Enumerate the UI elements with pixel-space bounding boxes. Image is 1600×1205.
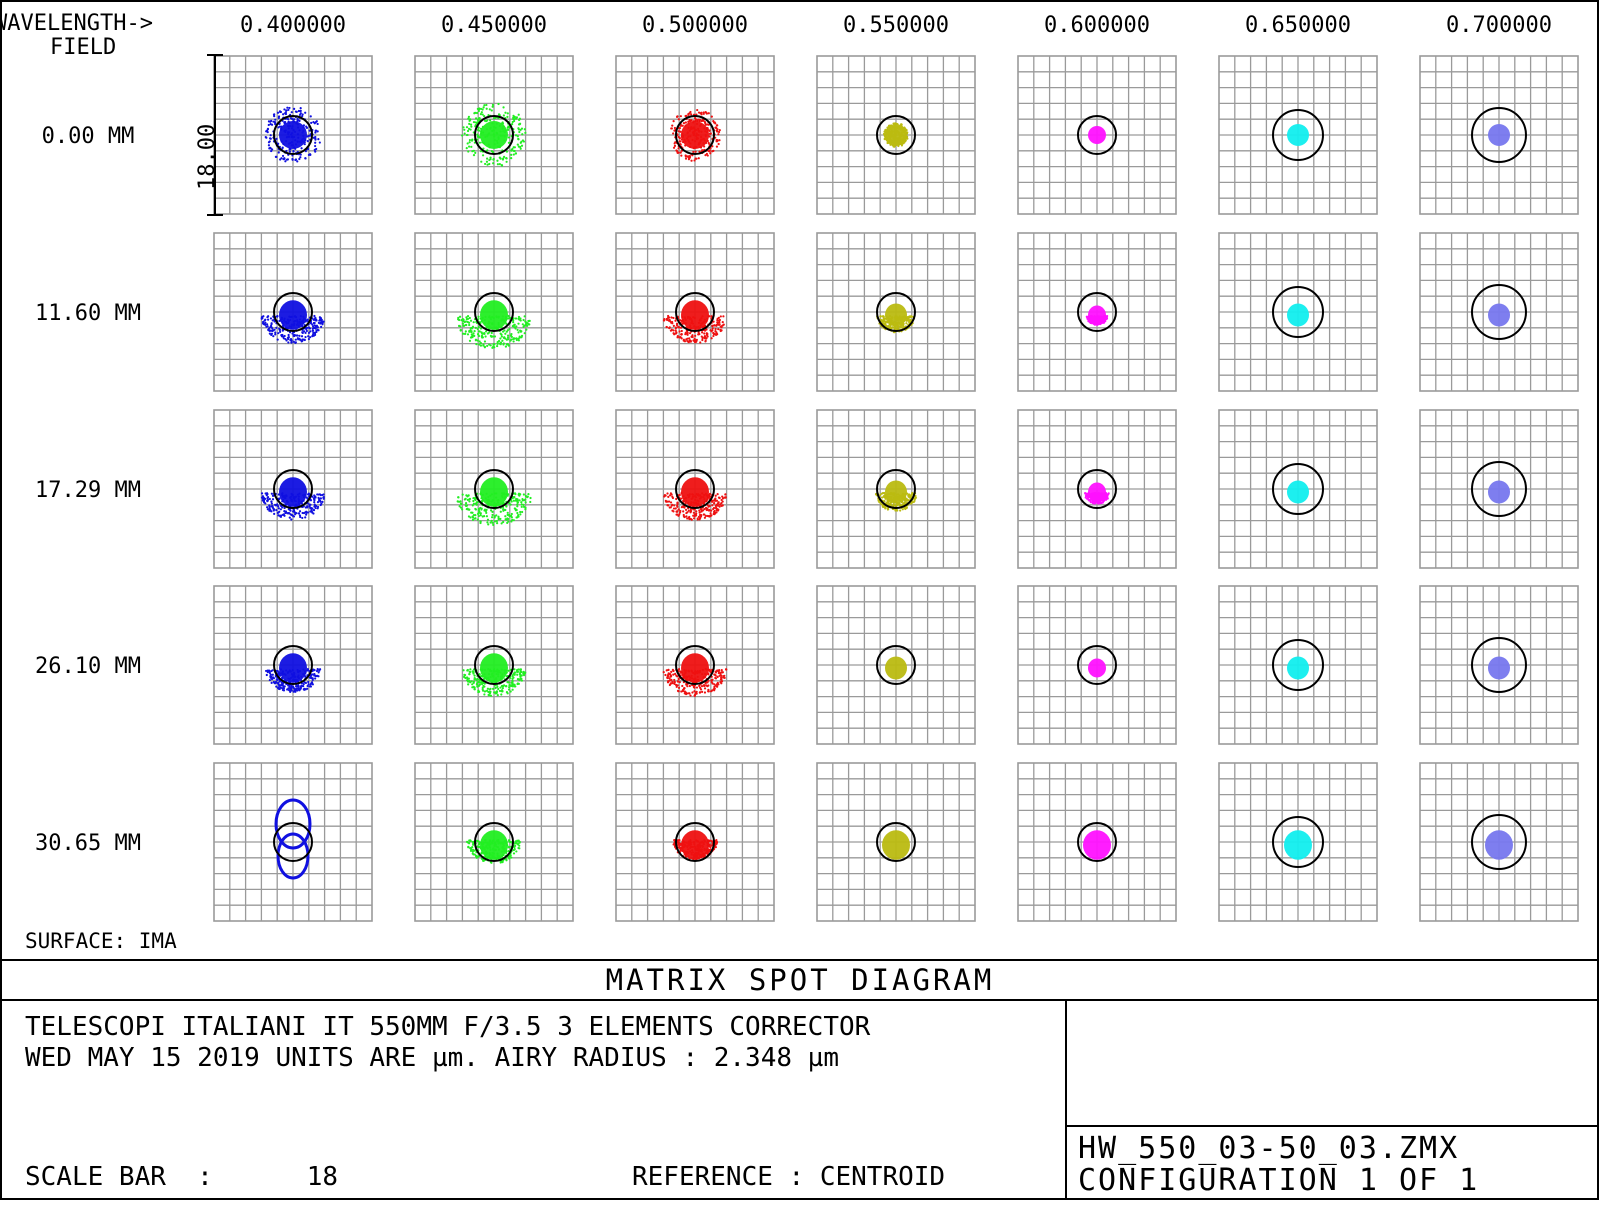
spot-cell xyxy=(1018,233,1176,391)
surface-label: SURFACE: IMA xyxy=(25,929,177,953)
spot-cell xyxy=(1219,410,1377,568)
spot-cell xyxy=(616,763,774,921)
spot-cells xyxy=(214,56,1578,921)
wavelength-label: 0.600000 xyxy=(1044,13,1150,38)
spot-cell xyxy=(214,410,372,568)
wavelength-label: 0.650000 xyxy=(1245,13,1351,38)
spot-cell xyxy=(1018,410,1176,568)
wavelength-header-label: WAVELENGTH-> xyxy=(0,11,153,36)
spot-cell xyxy=(616,586,774,744)
field-label: 17.29 MM xyxy=(35,478,141,503)
info-line-1: TELESCOPI ITALIANI IT 550MM F/3.5 3 ELEM… xyxy=(25,1012,871,1042)
field-label: 11.60 MM xyxy=(35,301,141,326)
spot-cell xyxy=(817,233,975,391)
field-row-labels: 0.00 MM 11.60 MM 17.29 MM 26.10 MM 30.65 MM xyxy=(35,124,141,856)
scale-bar-label: 18.00 xyxy=(195,124,220,190)
spot-cell xyxy=(415,410,573,568)
field-label: 0.00 MM xyxy=(42,124,135,149)
spot-cell xyxy=(1420,763,1578,921)
spot-cell xyxy=(616,233,774,391)
spot-cell xyxy=(1219,233,1377,391)
field-label: 26.10 MM xyxy=(35,654,141,679)
spot-cell xyxy=(817,763,975,921)
spot-cell xyxy=(1420,233,1578,391)
wavelength-label: 0.400000 xyxy=(240,13,346,38)
spot-cell xyxy=(616,410,774,568)
spot-cell xyxy=(1420,586,1578,744)
spot-cell xyxy=(1219,586,1377,744)
wavelength-column-labels: 0.400000 0.450000 0.500000 0.550000 0.600000… xyxy=(240,13,1552,38)
spot-cell xyxy=(214,586,372,744)
scale-bar: 18.00 xyxy=(195,55,223,215)
spot-cell xyxy=(415,763,573,921)
configuration-label: CONFIGURATION 1 OF 1 xyxy=(1078,1163,1479,1198)
spot-cell xyxy=(1018,586,1176,744)
spot-cell xyxy=(817,410,975,568)
wavelength-label: 0.550000 xyxy=(843,13,949,38)
spot-cell xyxy=(1219,763,1377,921)
spot-cell xyxy=(214,763,372,921)
field-header-label: FIELD xyxy=(50,35,116,60)
scale-bar-info: SCALE BAR : 18 xyxy=(25,1162,338,1192)
wavelength-label: 0.500000 xyxy=(642,13,748,38)
spot-cell xyxy=(1018,56,1176,214)
spot-cell xyxy=(214,56,372,214)
spot-cell xyxy=(817,56,975,214)
spot-cell xyxy=(817,586,975,744)
spot-cell xyxy=(1420,56,1578,214)
field-label: 30.65 MM xyxy=(35,831,141,856)
spot-cell xyxy=(616,56,774,214)
wavelength-label: 0.450000 xyxy=(441,13,547,38)
file-name: HW_550_03-50_03.ZMX xyxy=(1078,1131,1459,1166)
spot-cell xyxy=(1420,410,1578,568)
info-line-2: WED MAY 15 2019 UNITS ARE µm. AIRY RADIU… xyxy=(25,1043,839,1073)
reference-info: REFERENCE : CENTROID xyxy=(632,1162,945,1192)
spot-cell xyxy=(415,233,573,391)
spot-cell xyxy=(1219,56,1377,214)
spot-cell xyxy=(415,586,573,744)
plot-title: MATRIX SPOT DIAGRAM xyxy=(606,963,995,997)
spot-cell xyxy=(214,233,372,391)
wavelength-label: 0.700000 xyxy=(1446,13,1552,38)
spot-cell xyxy=(1018,763,1176,921)
spot-cell xyxy=(415,56,573,214)
